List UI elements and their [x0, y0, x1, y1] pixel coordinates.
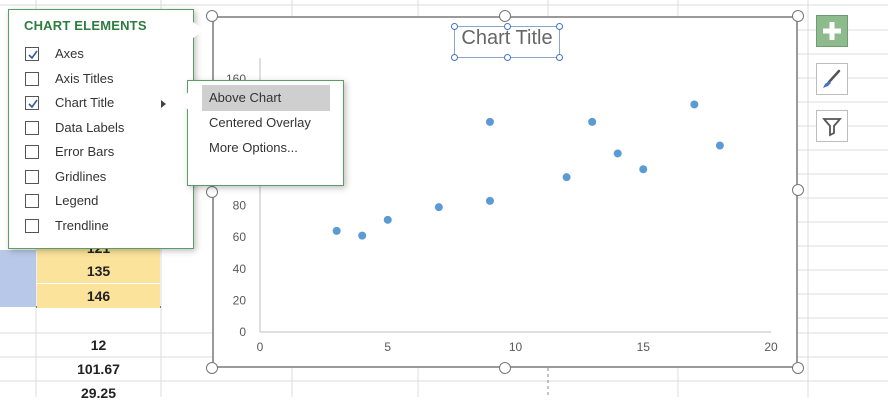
chart-handle-br[interactable] [792, 362, 804, 374]
data-point[interactable] [588, 117, 597, 126]
checkbox[interactable] [25, 169, 39, 184]
chart-elements-panel: CHART ELEMENTS Axes Axis Titles Chart Titl… [8, 9, 194, 249]
sheet-cell[interactable]: 29.25 [80, 385, 117, 401]
y-tick-label: 0 [239, 325, 246, 339]
sheet-cell[interactable]: 12 [90, 337, 107, 353]
data-point[interactable] [485, 117, 494, 126]
chart-handle-bl[interactable] [206, 362, 218, 374]
title-handle-tr[interactable] [556, 23, 563, 30]
submenu-item-centered-overlay[interactable]: Centered Overlay [209, 115, 311, 130]
title-handle-bm[interactable] [504, 54, 511, 61]
chart-element-label: Axis Titles [55, 70, 114, 86]
sheet-cell[interactable] [37, 308, 160, 332]
chart-elements-button[interactable] [816, 15, 848, 47]
sheet-cell[interactable]: 146 [37, 284, 160, 308]
title-handle-tl[interactable] [451, 23, 458, 30]
checkbox[interactable] [25, 145, 39, 159]
y-tick-label: 80 [233, 199, 247, 213]
data-point[interactable] [613, 149, 622, 158]
scatter-plot: 05101520020406080160 [226, 58, 778, 354]
checkbox[interactable] [25, 120, 39, 135]
chart-title-submenu: Above Chart Centered Overlay More Options.… [187, 80, 344, 186]
y-tick-label: 40 [233, 262, 247, 276]
chart-element-chart-title[interactable]: Chart Title [25, 93, 189, 113]
chart-handle-ml[interactable] [206, 186, 218, 198]
chart-element-data-labels[interactable]: Data Labels [25, 118, 189, 138]
chart-element-label: Data Labels [55, 119, 125, 135]
x-tick-label: 10 [509, 340, 523, 354]
chart-element-legend[interactable]: Legend [25, 191, 189, 211]
chart-handle-tr[interactable] [792, 10, 804, 22]
chart-element-label: Trendline [55, 217, 109, 233]
chart-element-label: Chart Title [55, 95, 115, 110]
title-handle-bl[interactable] [451, 54, 458, 61]
checkbox[interactable] [25, 194, 39, 208]
chart-element-error-bars[interactable]: Error Bars [25, 142, 189, 162]
chart-styles-button[interactable] [816, 63, 848, 95]
data-point[interactable] [715, 141, 724, 150]
data-point[interactable] [562, 173, 571, 182]
data-point[interactable] [383, 215, 392, 224]
sheet-cell[interactable]: 101.67 [77, 361, 120, 377]
checkbox[interactable] [25, 218, 39, 233]
chart-filters-button[interactable] [816, 110, 848, 142]
y-tick-label: 60 [233, 230, 247, 244]
chart-area[interactable]: 05101520020406080160 Chart Title [212, 16, 798, 368]
row-selection-highlight [0, 250, 36, 307]
data-point[interactable] [434, 203, 443, 212]
submenu-item-more-options[interactable]: More Options... [209, 140, 298, 155]
data-point[interactable] [639, 165, 648, 174]
chart-points [332, 100, 724, 240]
chart-element-label: Axes [55, 46, 84, 61]
chart-element-trendline[interactable]: Trendline [25, 216, 189, 236]
chart-element-label: Legend [55, 193, 99, 208]
chart-title[interactable]: Chart Title [451, 23, 563, 61]
x-tick-label: 0 [257, 340, 264, 354]
chart-title-text: Chart Title [461, 27, 553, 49]
chart-handle-mr[interactable] [792, 184, 804, 196]
title-handle-tm[interactable] [504, 23, 511, 30]
x-tick-label: 5 [384, 340, 391, 354]
y-tick-label: 20 [233, 293, 247, 307]
paintbrush-icon [823, 69, 841, 88]
chart-title-arrow-icon[interactable] [161, 100, 166, 108]
title-handle-br[interactable] [556, 54, 563, 61]
chart-element-gridlines[interactable]: Gridlines [25, 167, 189, 187]
chart-element-axes[interactable]: Axes [25, 44, 189, 64]
data-point[interactable] [485, 196, 494, 205]
sheet-cell[interactable]: 135 [37, 259, 160, 283]
chart-element-axis-titles[interactable]: Axis Titles [25, 69, 189, 89]
panel-title: CHART ELEMENTS [24, 18, 147, 33]
x-tick-label: 15 [637, 340, 651, 354]
submenu-item-above-chart[interactable]: Above Chart [202, 85, 330, 111]
chart-handle-tm[interactable] [499, 10, 511, 22]
chart-handle-tl[interactable] [206, 10, 218, 22]
chart-element-label: Error Bars [55, 144, 115, 159]
filter-icon [822, 118, 842, 137]
chart-handle-bm[interactable] [499, 362, 511, 374]
plus-icon [823, 22, 841, 40]
checkbox[interactable] [25, 71, 39, 86]
data-point[interactable] [358, 231, 367, 240]
checkbox-checked[interactable] [25, 47, 39, 61]
chart-element-label: Gridlines [55, 168, 107, 184]
checkbox-checked[interactable] [25, 96, 39, 110]
x-tick-label: 20 [764, 340, 778, 354]
data-point[interactable] [690, 100, 699, 109]
data-point[interactable] [332, 226, 341, 235]
